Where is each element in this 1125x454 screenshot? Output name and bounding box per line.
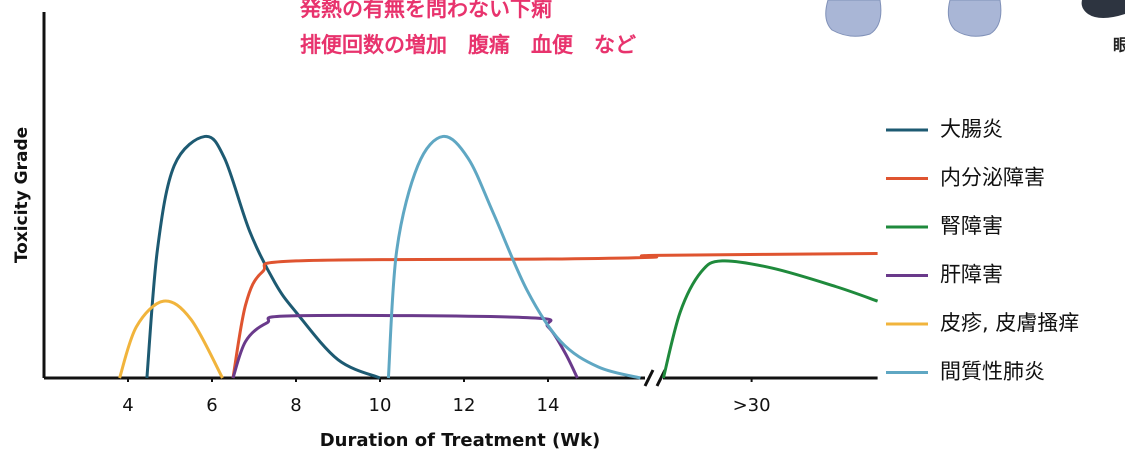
x-tick-label: 6 (206, 395, 217, 416)
legend-label: 腎障害 (940, 214, 1003, 238)
note: 排便回数の増加 腹痛 血便 など (300, 33, 636, 57)
legend-label: 皮疹, 皮膚搔痒 (940, 311, 1079, 335)
series-line (233, 315, 577, 378)
foot-illustration (826, 0, 1001, 36)
x-tick-label: 10 (369, 395, 392, 416)
series-line (120, 301, 223, 378)
legend-label: 肝障害 (940, 263, 1003, 287)
chart: 眼 発熱の有無を問わない下痢 排便回数の増加 腹痛 血便 など Duration… (0, 0, 1125, 454)
x-axis-label: Duration of Treatment (Wk) (320, 430, 601, 451)
legend-label: 間質性肺炎 (940, 360, 1045, 384)
badge (1082, 0, 1125, 18)
y-axis-label: Toxicity Grade (12, 127, 32, 263)
series-line (147, 136, 380, 378)
x-tick-label: 4 (122, 395, 133, 416)
x-tick-label: >30 (733, 395, 771, 416)
series-line (663, 261, 877, 378)
corner-text: 眼 (1113, 36, 1125, 55)
x-tick-label: 8 (290, 395, 301, 416)
legend-label: 内分泌障害 (940, 166, 1045, 190)
x-tick-label: 12 (453, 395, 476, 416)
x-tick-label: 14 (537, 395, 560, 416)
legend-label: 大腸炎 (940, 117, 1003, 141)
axis-break (645, 370, 665, 386)
note: 発熱の有無を問わない下痢 (299, 0, 552, 21)
